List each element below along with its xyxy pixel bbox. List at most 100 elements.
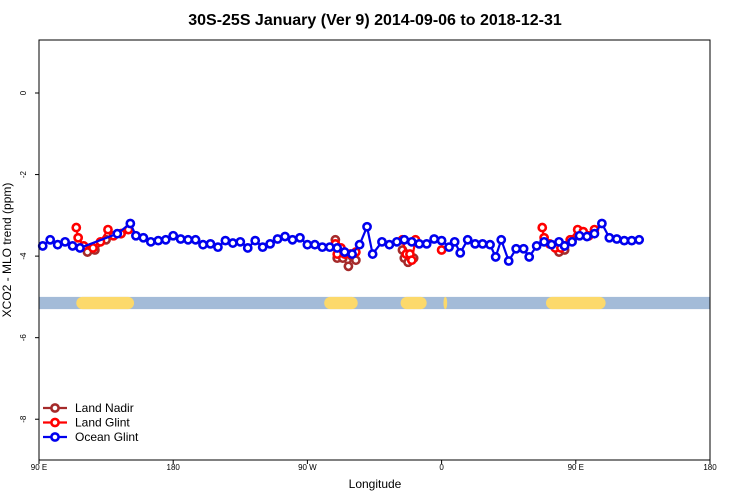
x-tick-label: 180	[703, 463, 717, 472]
land-band	[76, 296, 135, 310]
ocean-glint-point	[574, 230, 585, 241]
ocean-glint-point	[235, 236, 246, 247]
ocean-glint-point	[477, 238, 488, 249]
ocean-glint-point	[634, 234, 645, 245]
ocean-glint-point	[131, 230, 141, 241]
legend-item-land-glint: Land Glint	[43, 416, 130, 430]
legend-item-ocean-glint: Ocean Glint	[43, 430, 139, 444]
ocean-glint-point	[213, 242, 223, 253]
ocean-glint-point	[250, 235, 261, 246]
ocean-glint-point	[470, 238, 481, 249]
legend-swatch-marker	[50, 432, 60, 442]
ocean-glint-point	[362, 221, 372, 232]
ocean-glint-point	[444, 242, 454, 253]
legend-label: Ocean Glint	[75, 430, 139, 444]
land-band	[545, 296, 606, 310]
land-ocean-bar	[39, 296, 710, 310]
ocean-glint-point	[619, 235, 630, 246]
ocean-glint-point	[332, 243, 343, 253]
ocean-glint-point	[168, 230, 179, 241]
ocean-glint-point	[309, 239, 320, 250]
ocean-glint-point	[125, 218, 136, 229]
ocean-glint-point	[287, 234, 298, 245]
ocean-glint-point	[60, 236, 70, 247]
ocean-glint-point	[455, 247, 466, 258]
ocean-glint-point	[582, 231, 592, 242]
ocean-glint-point	[183, 234, 194, 245]
ocean-glint-point	[436, 235, 447, 246]
chart-title: 30S-25S January (Ver 9) 2014-09-06 to 20…	[188, 12, 562, 29]
ocean-glint-point	[37, 241, 48, 251]
ocean-glint-point	[257, 242, 268, 253]
ocean-glint-point	[531, 241, 542, 251]
ocean-glint-point	[626, 235, 637, 246]
ocean-glint-point	[367, 249, 378, 259]
plot-frame	[38, 39, 711, 461]
ocean-glint-point	[539, 236, 550, 247]
ocean-glint-point	[75, 243, 85, 253]
y-tick-label: 0	[19, 90, 28, 95]
ocean-glint-point	[354, 239, 365, 250]
ocean-glint-point	[317, 242, 328, 253]
land-band	[443, 296, 448, 310]
ocean-glint-point	[518, 243, 529, 254]
ocean-glint-point	[429, 234, 440, 244]
y-axis: 0 -2 -4 -6 -8	[19, 90, 39, 423]
ocean-glint-point	[339, 247, 350, 257]
ocean-glint-point	[490, 252, 501, 262]
ocean-glint-point	[384, 239, 395, 250]
ocean-glint-point	[546, 239, 557, 250]
ocean-glint-point	[138, 232, 149, 243]
y-tick-label: -8	[19, 415, 28, 423]
legend-item-land-nadir: Land Nadir	[43, 401, 134, 415]
ocean-glint-point	[324, 242, 335, 253]
ocean-glint-point	[511, 243, 522, 254]
ocean-glint-point	[280, 231, 290, 242]
ocean-glint-point	[377, 236, 387, 247]
ocean-glint-point	[153, 235, 164, 246]
ocean-glint-point	[406, 236, 417, 247]
x-axis-label: Longitude	[349, 477, 402, 491]
land-band	[324, 296, 358, 310]
x-tick-label: 90 E	[31, 463, 47, 472]
x-tick-label: 0	[439, 463, 444, 472]
legend-swatch-marker	[50, 403, 60, 413]
y-tick-label: -2	[19, 170, 28, 178]
series-layer	[37, 218, 645, 272]
ocean-glint-point	[414, 238, 425, 249]
x-axis: 90 E 180 90 W 0 90 E 180	[31, 460, 717, 472]
ocean-glint-point	[449, 236, 460, 247]
ocean-glint-point	[295, 232, 305, 243]
ocean-glint-point	[198, 239, 208, 250]
ocean-glint-point	[589, 228, 600, 239]
legend-swatch-marker	[50, 417, 60, 428]
y-tick-label: -6	[19, 334, 28, 342]
ocean-glint-point	[112, 228, 123, 239]
land-glint-point	[537, 222, 548, 233]
land-glint-point	[71, 222, 82, 233]
x-tick-label: 90 E	[568, 463, 584, 472]
x-tick-label: 90 W	[298, 463, 317, 472]
ocean-glint-point	[190, 234, 201, 245]
ocean-glint-point	[347, 249, 358, 259]
land-nadir-point	[343, 261, 354, 272]
ocean-glint-point	[227, 238, 238, 248]
series-ocean-glint	[37, 218, 645, 266]
legend-label: Land Glint	[75, 416, 130, 430]
ocean-glint-point	[559, 241, 570, 251]
ocean-glint-point	[242, 243, 253, 253]
ocean-glint-point	[175, 234, 186, 244]
ocean-glint-point	[145, 236, 156, 247]
land-glint-point	[406, 255, 417, 266]
ocean-glint-point	[399, 234, 410, 245]
ocean-glint-point	[220, 235, 231, 246]
ocean-glint-point	[567, 236, 577, 247]
ocean-glint-point	[421, 238, 432, 249]
ocean-glint-point	[485, 239, 495, 250]
land-band	[400, 296, 427, 310]
ocean-glint-point	[496, 234, 507, 245]
y-axis-label: XCO2 - MLO trend (ppm)	[0, 183, 14, 318]
ocean-glint-point	[596, 218, 607, 229]
